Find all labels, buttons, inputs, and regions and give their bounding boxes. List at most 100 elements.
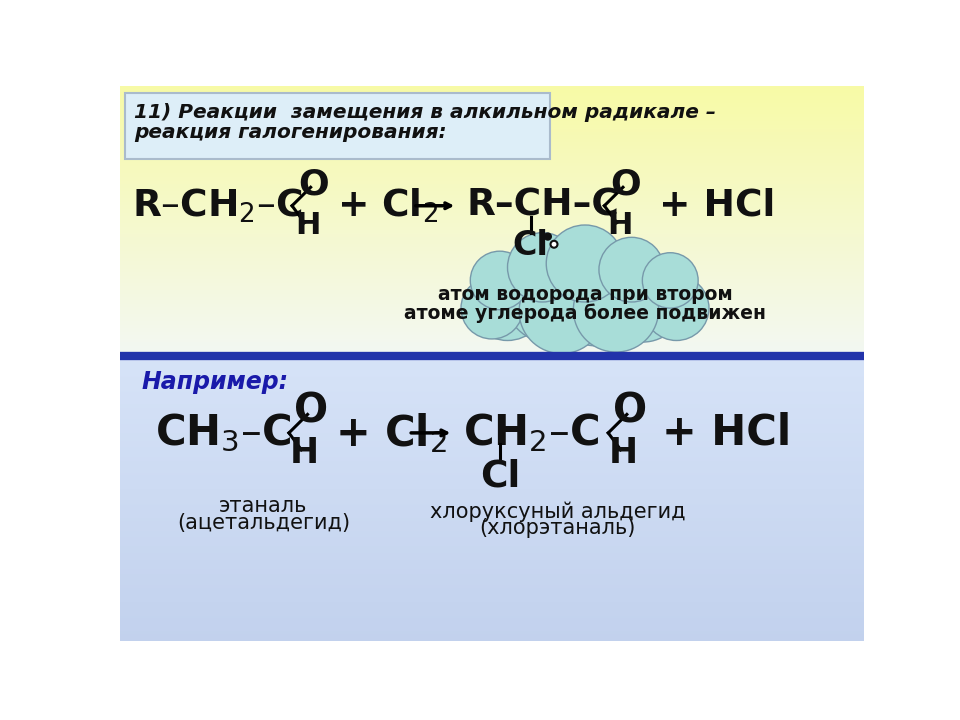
Bar [120, 626, 864, 628]
Bar [120, 594, 864, 595]
Bar [120, 336, 864, 338]
Bar [120, 170, 864, 171]
Circle shape [573, 267, 659, 352]
Bar [120, 617, 864, 618]
Bar [120, 444, 864, 445]
Bar [120, 143, 864, 144]
Bar [120, 127, 864, 129]
Bar [120, 593, 864, 594]
Bar [120, 399, 864, 400]
Bar [120, 140, 864, 142]
Bar [120, 126, 864, 127]
Bar [120, 95, 864, 96]
Bar [120, 266, 864, 267]
Bar [120, 515, 864, 516]
Bar [120, 301, 864, 302]
Bar [120, 401, 864, 402]
Bar [120, 254, 864, 255]
Bar [120, 292, 864, 294]
Bar [120, 484, 864, 485]
Bar [120, 92, 864, 94]
Bar [120, 302, 864, 304]
Text: R–CH$_2$–C: R–CH$_2$–C [132, 186, 302, 225]
Bar [120, 572, 864, 573]
Bar [120, 459, 864, 461]
Bar [120, 358, 864, 359]
Bar [120, 185, 864, 186]
Bar [120, 592, 864, 593]
Bar [120, 359, 864, 360]
Bar [120, 159, 864, 161]
Bar [120, 413, 864, 415]
Bar [120, 568, 864, 570]
Bar [120, 398, 864, 399]
Text: (ацетальдегид): (ацетальдегид) [177, 513, 350, 533]
Bar [120, 540, 864, 541]
Bar [120, 274, 864, 275]
Bar [120, 351, 864, 352]
Bar [120, 150, 864, 152]
Text: CH$_2$–C: CH$_2$–C [464, 411, 600, 454]
Bar [120, 294, 864, 295]
Bar [120, 636, 864, 638]
Bar [120, 417, 864, 418]
Text: + HCl: + HCl [659, 188, 775, 224]
Bar [120, 613, 864, 614]
Bar [120, 503, 864, 504]
Bar [120, 435, 864, 436]
Bar [120, 415, 864, 416]
Bar [120, 339, 864, 341]
Bar [120, 261, 864, 262]
Bar [120, 235, 864, 237]
Bar [120, 148, 864, 149]
Bar [120, 265, 864, 266]
Bar [120, 559, 864, 560]
Bar [120, 268, 864, 269]
Bar [120, 288, 864, 289]
Bar [120, 370, 864, 372]
Bar [120, 492, 864, 494]
Bar [120, 206, 864, 207]
Bar [120, 462, 864, 464]
Bar [120, 523, 864, 525]
Bar [120, 374, 864, 375]
Bar [120, 376, 864, 377]
Bar [120, 514, 864, 516]
Bar [120, 101, 864, 102]
Bar [120, 396, 864, 397]
Bar [120, 451, 864, 452]
Bar [120, 446, 864, 448]
Bar [120, 607, 864, 608]
Bar [120, 351, 864, 353]
Bar [120, 179, 864, 180]
Bar [120, 201, 864, 202]
Bar [120, 222, 864, 223]
Bar [120, 183, 864, 184]
Bar [120, 517, 864, 518]
Bar [120, 330, 864, 331]
Bar [120, 549, 864, 550]
Bar [120, 221, 864, 222]
Bar [120, 538, 864, 539]
Bar [120, 318, 864, 320]
Bar [120, 586, 864, 587]
Bar [120, 305, 864, 306]
Bar [120, 368, 864, 369]
Bar [120, 172, 864, 174]
Bar [120, 321, 864, 322]
Bar [120, 203, 864, 204]
Bar [120, 606, 864, 607]
Bar [120, 472, 864, 474]
Bar [120, 551, 864, 552]
Bar [120, 188, 864, 189]
Text: + Cl$_2$: + Cl$_2$ [335, 411, 447, 455]
Bar [120, 98, 864, 99]
Bar [120, 562, 864, 564]
Bar [120, 447, 864, 449]
Bar [120, 474, 864, 475]
Bar [120, 194, 864, 195]
Bar [120, 212, 864, 213]
Bar [120, 88, 864, 89]
Bar [120, 157, 864, 158]
Bar [120, 559, 864, 561]
